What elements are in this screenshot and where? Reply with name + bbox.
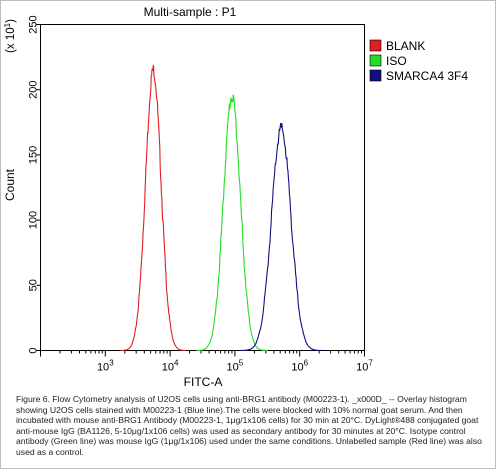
y-tick-label: 0	[28, 347, 40, 353]
legend-label: SMARCA4 3F4	[386, 69, 468, 83]
series-line-smarca4-3f4	[240, 122, 323, 352]
y-tick-label: 150	[28, 146, 40, 164]
y-axis-title: Count	[3, 168, 17, 201]
x-tick-label: 104	[162, 359, 179, 374]
legend-label: BLANK	[386, 39, 425, 53]
y-multiplier-label: (x 101)	[3, 19, 17, 53]
figure-caption: Figure 6. Flow Cytometry analysis of U2O…	[16, 394, 482, 457]
x-tick-label: 103	[97, 359, 114, 374]
x-tick-label: 106	[291, 359, 308, 374]
axis-ticks: 0 50 100 150 200 250 103 104 105 106 107	[28, 15, 374, 373]
series-line-blank	[120, 64, 187, 352]
legend-label: ISO	[386, 54, 407, 68]
legend-swatch	[369, 69, 382, 82]
y-tick-label: 250	[28, 15, 40, 33]
legend-swatch	[369, 39, 382, 52]
series-line-iso	[196, 94, 268, 352]
y-tick-label: 50	[28, 279, 40, 291]
histogram-series	[120, 64, 323, 352]
plot-area-border	[40, 24, 365, 351]
chart-title: Multi-sample : P1	[144, 5, 237, 19]
y-tick-label: 200	[28, 81, 40, 99]
x-axis-title: FITC-A	[184, 375, 223, 389]
legend-swatch	[369, 54, 382, 67]
x-tick-label: 105	[227, 359, 244, 374]
flow-histogram-chart: Multi-sample : P1 (x 101) Count FITC-A 0…	[3, 5, 468, 389]
y-tick-label: 100	[28, 211, 40, 229]
x-tick-label: 107	[356, 359, 373, 374]
